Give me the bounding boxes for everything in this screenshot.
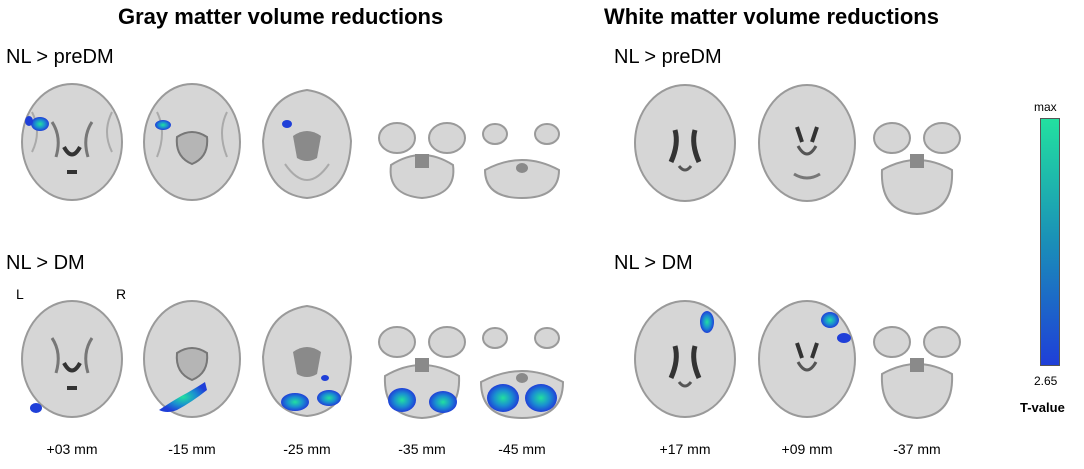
gm-bottom-slice-5 bbox=[479, 327, 565, 420]
gm-slice-label-2: -15 mm bbox=[168, 441, 216, 457]
gm-top-cluster-2 bbox=[155, 120, 171, 130]
gm-bottom-cluster-5b bbox=[525, 384, 557, 412]
right-hemisphere-label: R bbox=[116, 286, 127, 302]
gm-top-slice-1 bbox=[21, 83, 123, 201]
colorbar-max-label: max bbox=[1034, 100, 1057, 114]
gm-bottom-cluster-5a bbox=[487, 384, 519, 412]
gm-bottom-cluster-3b bbox=[317, 390, 341, 406]
wm-bottom-slice-2 bbox=[758, 300, 856, 418]
wm-bottom-slice-1 bbox=[634, 300, 736, 418]
white-matter-title: White matter volume reductions bbox=[604, 4, 939, 29]
wm-top-slice-2 bbox=[758, 84, 856, 202]
wm-slice-label-1: +17 mm bbox=[659, 441, 711, 457]
gm-top-cluster-1 bbox=[31, 117, 49, 131]
white-row-bottom-label: NL > DM bbox=[614, 252, 693, 274]
colorbar bbox=[1040, 118, 1060, 366]
colorbar-title: T-value bbox=[1020, 400, 1065, 415]
gm-bottom-cluster-4b bbox=[429, 391, 457, 413]
gm-bottom-slice-2 bbox=[143, 300, 241, 418]
gm-bottom-slice-3 bbox=[261, 304, 353, 418]
gm-bottom-cluster-4a bbox=[388, 388, 416, 412]
wm-slice-label-3: -37 mm bbox=[893, 441, 941, 457]
gm-slice-label-4: -35 mm bbox=[398, 441, 446, 457]
gm-top-slice-5 bbox=[482, 123, 561, 200]
gm-bottom-cluster-3a bbox=[281, 393, 309, 411]
gm-top-cluster-3 bbox=[282, 120, 292, 128]
wm-top-slice-1 bbox=[634, 84, 736, 202]
gm-slice-label-1: +03 mm bbox=[46, 441, 98, 457]
gm-bottom-cluster-2 bbox=[159, 382, 207, 412]
gm-slice-label-5: -45 mm bbox=[498, 441, 546, 457]
gm-top-slice-4 bbox=[378, 122, 466, 200]
gray-row-bottom-label: NL > DM bbox=[6, 252, 85, 274]
gm-bottom-slice-4 bbox=[378, 326, 466, 420]
gm-top-slice-3 bbox=[261, 88, 353, 200]
wm-top-slice-3 bbox=[873, 122, 961, 216]
gray-matter-title: Gray matter volume reductions bbox=[118, 4, 444, 29]
white-row-top-label: NL > preDM bbox=[614, 46, 722, 68]
wm-bottom-cluster-1 bbox=[700, 311, 714, 333]
gm-bottom-cluster-1 bbox=[30, 403, 42, 413]
left-hemisphere-label: L bbox=[16, 286, 24, 302]
gm-top-slice-2 bbox=[143, 83, 241, 201]
wm-bottom-cluster-2a bbox=[821, 312, 839, 328]
colorbar-min-label: 2.65 bbox=[1034, 374, 1058, 388]
wm-slice-label-2: +09 mm bbox=[781, 441, 833, 457]
gm-slice-label-3: -25 mm bbox=[283, 441, 331, 457]
wm-bottom-cluster-2b bbox=[837, 333, 851, 343]
wm-bottom-slice-3 bbox=[873, 326, 961, 420]
gray-row-top-label: NL > preDM bbox=[6, 46, 114, 68]
gm-bottom-slice-1 bbox=[21, 300, 123, 418]
